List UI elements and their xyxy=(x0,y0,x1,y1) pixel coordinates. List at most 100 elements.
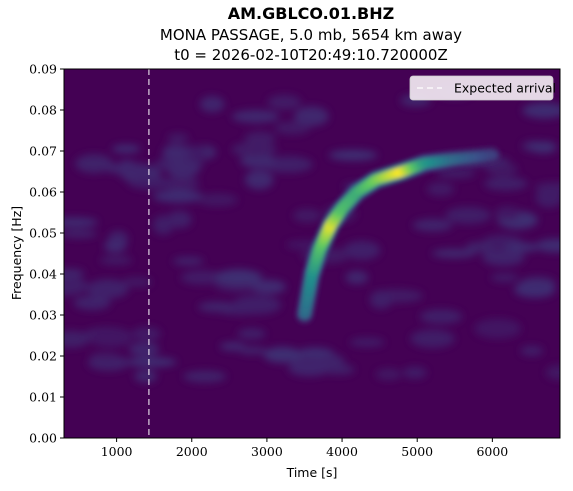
texture-blob xyxy=(520,345,544,356)
texture-blob xyxy=(535,238,560,253)
texture-blob xyxy=(490,273,519,282)
texture-blob xyxy=(369,290,393,309)
x-tick-label: 6000 xyxy=(476,444,508,459)
texture-blob xyxy=(197,193,238,207)
y-tick-label: 0.08 xyxy=(29,103,57,118)
x-tick-label: 4000 xyxy=(326,444,358,459)
texture-blob xyxy=(426,182,454,196)
y-tick-label: 0.01 xyxy=(29,390,57,405)
texture-blob xyxy=(75,154,113,174)
texture-blob xyxy=(522,102,560,119)
texture-blob xyxy=(240,154,277,168)
texture-blob xyxy=(288,359,331,377)
chart-subtitle-time: t0 = 2026-02-10T20:49:10.720000Z xyxy=(174,46,448,64)
texture-blob xyxy=(64,330,90,348)
y-tick-label: 0.02 xyxy=(29,349,57,364)
texture-blob xyxy=(431,248,477,258)
texture-blob xyxy=(375,368,402,381)
texture-blob xyxy=(293,208,322,223)
texture-blob xyxy=(494,206,521,221)
texture-blob xyxy=(412,218,453,232)
texture-blob xyxy=(251,279,286,294)
y-axis-ticks: 0.00 0.01 0.02 0.03 0.04 0.05 0.06 0.07 0.08 0.09 xyxy=(29,62,64,446)
texture-blob xyxy=(436,168,476,179)
energy-core xyxy=(486,150,499,161)
legend-label: Expected arrival xyxy=(454,81,556,96)
texture-blob xyxy=(64,268,85,278)
texture-blob xyxy=(105,163,156,175)
texture-blob xyxy=(402,366,427,379)
texture-blob xyxy=(73,295,111,310)
texture-blob xyxy=(132,326,161,341)
texture-blob xyxy=(263,346,302,363)
legend-box xyxy=(409,75,554,101)
texture-blob xyxy=(345,270,369,285)
texture-blob xyxy=(134,369,158,383)
texture-blob xyxy=(244,169,274,190)
texture-blob xyxy=(238,346,267,355)
dispersion-energy xyxy=(295,146,502,324)
texture-blob xyxy=(111,144,141,153)
texture-blob xyxy=(505,242,540,252)
texture-blob xyxy=(485,162,518,177)
texture-blob xyxy=(166,160,200,179)
x-tick-label: 2000 xyxy=(176,444,208,459)
x-tick-label: 1000 xyxy=(101,444,133,459)
texture-blob xyxy=(419,309,463,324)
texture-blob xyxy=(219,342,246,351)
texture-blob xyxy=(87,279,129,299)
texture-blob xyxy=(90,352,120,362)
y-tick-label: 0.09 xyxy=(29,62,57,77)
texture-blob xyxy=(215,269,262,285)
texture-blob xyxy=(514,281,556,298)
texture-blob xyxy=(535,188,560,208)
texture-blob xyxy=(267,94,302,110)
texture-blob xyxy=(128,342,160,357)
texture-blob xyxy=(183,370,227,383)
texture-blob xyxy=(349,337,385,347)
y-tick-label: 0.04 xyxy=(29,267,57,282)
texture-blob xyxy=(99,256,133,265)
texture-blob xyxy=(162,144,189,161)
texture-blob xyxy=(121,277,153,287)
y-tick-label: 0.06 xyxy=(29,185,57,200)
texture-blob xyxy=(64,275,89,296)
plot-frame xyxy=(63,68,561,439)
texture-blob xyxy=(343,240,381,260)
texture-blob xyxy=(237,328,266,340)
texture-blob xyxy=(482,248,525,266)
texture-blob xyxy=(474,318,522,339)
chart-subtitle: MONA PASSAGE, 5.0 mb, 5654 km away xyxy=(160,26,462,44)
x-axis-ticks: 1000 2000 3000 4000 5000 6000 xyxy=(101,438,508,459)
texture-blob xyxy=(199,96,225,113)
texture-blob xyxy=(529,141,557,154)
y-tick-label: 0.05 xyxy=(29,226,57,241)
texture-blob xyxy=(244,131,276,145)
x-axis-label: Time [s] xyxy=(286,465,338,480)
texture-blob xyxy=(198,301,237,313)
texture-blob xyxy=(128,177,174,190)
texture-blob xyxy=(64,229,98,238)
legend: Expected arrival xyxy=(409,75,556,101)
y-tick-label: 0.03 xyxy=(29,308,57,323)
texture-blob xyxy=(125,357,177,367)
texture-blob xyxy=(64,217,98,228)
texture-blob xyxy=(152,215,174,235)
texture-blob xyxy=(483,176,528,191)
texture-blob xyxy=(173,256,204,266)
texture-blob xyxy=(328,149,378,161)
texture-blob xyxy=(545,365,560,380)
texture-blob xyxy=(104,239,127,253)
texture-blob xyxy=(152,189,204,203)
texture-blob xyxy=(180,270,225,285)
texture-blob xyxy=(88,328,133,348)
texture-blob xyxy=(161,176,200,191)
texture-blob xyxy=(231,109,280,123)
texture-blob xyxy=(231,142,277,157)
x-tick-label: 5000 xyxy=(401,444,433,459)
x-tick-label: 3000 xyxy=(251,444,283,459)
texture-blob xyxy=(445,206,492,224)
texture-blob xyxy=(274,121,311,135)
texture-blob xyxy=(465,241,495,253)
